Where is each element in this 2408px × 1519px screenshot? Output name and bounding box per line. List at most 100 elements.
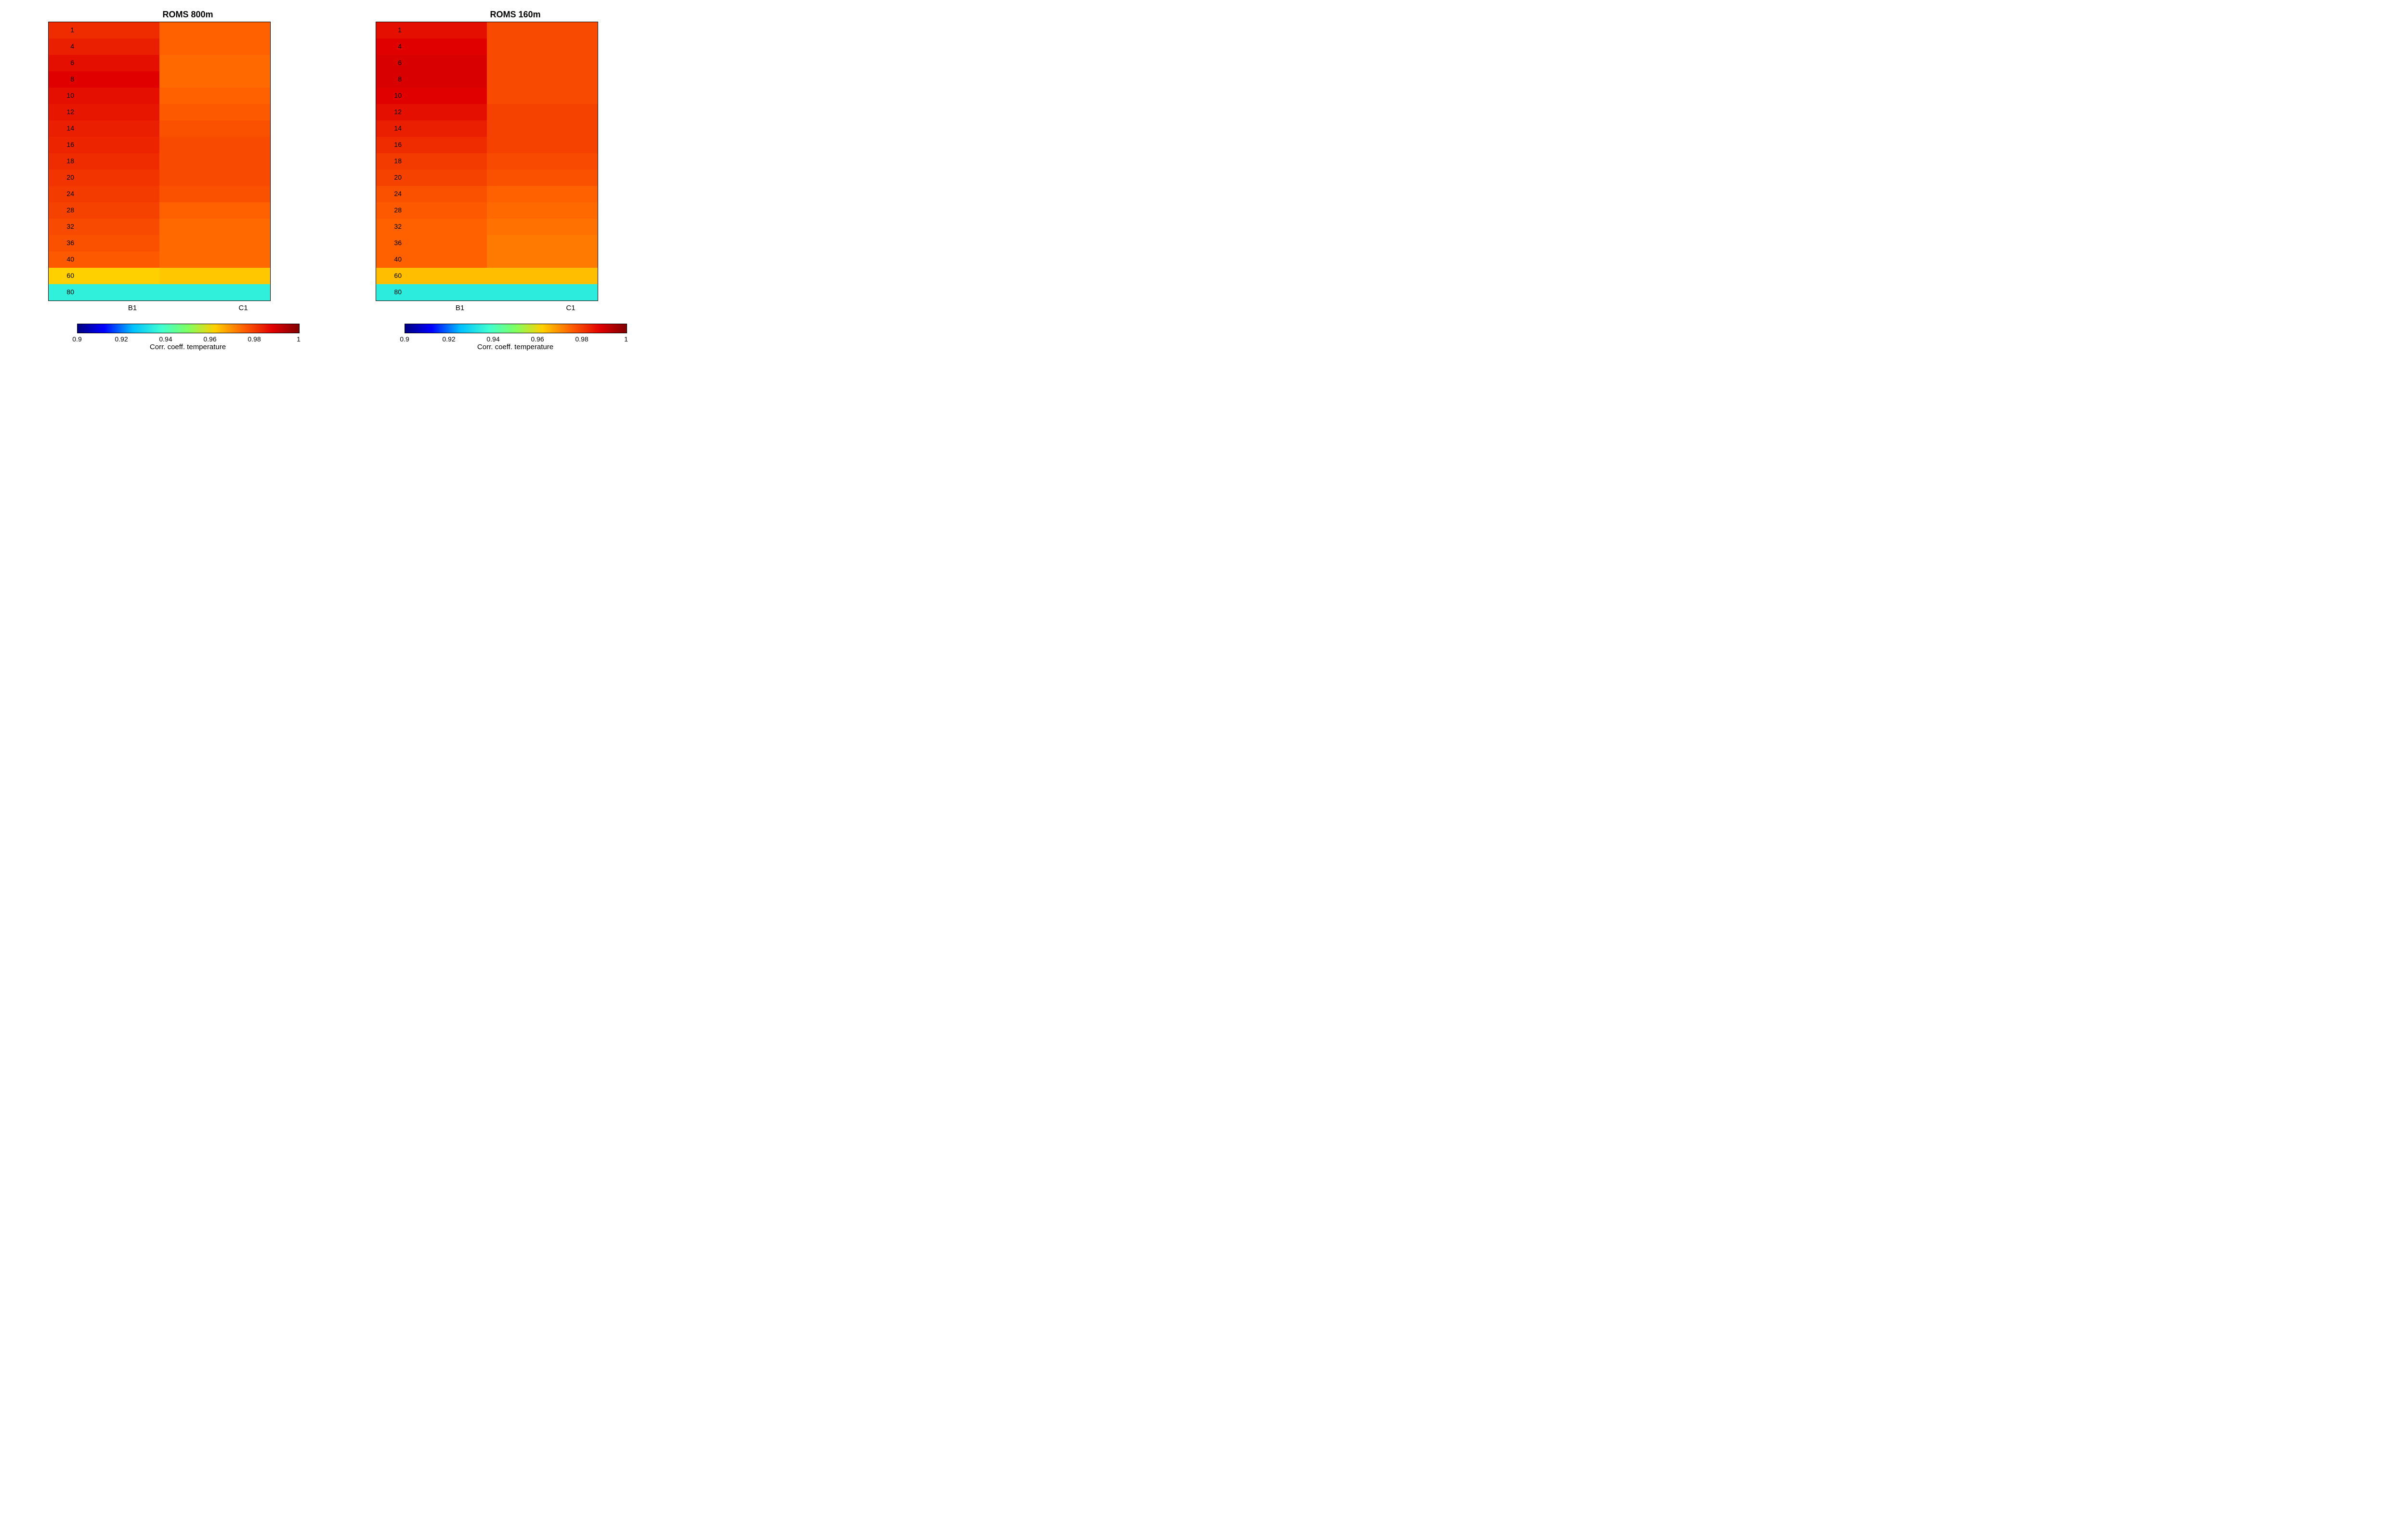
y-tick-label: 20 bbox=[385, 173, 402, 181]
y-tick-label: 36 bbox=[58, 239, 74, 247]
heatmap-row bbox=[49, 202, 270, 219]
colorbar-tick-label: 0.9 bbox=[72, 335, 81, 343]
heatmap-row bbox=[49, 251, 270, 268]
y-tick-label: 1 bbox=[385, 26, 402, 34]
y-tick-label: 10 bbox=[385, 92, 402, 99]
y-tick-label: 1 bbox=[58, 26, 74, 34]
y-tick-label: 80 bbox=[385, 288, 402, 296]
heatmap-row bbox=[376, 268, 598, 284]
y-tick-label: 4 bbox=[58, 42, 74, 50]
colorbar-tick-label: 0.96 bbox=[203, 335, 216, 343]
y-tick-label: 16 bbox=[58, 141, 74, 148]
y-tick-label: 14 bbox=[58, 124, 74, 132]
y-tick-label: 40 bbox=[385, 255, 402, 263]
heatmap-row bbox=[376, 55, 598, 71]
heatmap-cell bbox=[487, 71, 598, 88]
heatmap-row bbox=[376, 219, 598, 235]
heatmap-cell bbox=[487, 88, 598, 104]
heatmap-cell bbox=[159, 235, 270, 251]
heatmap-cell bbox=[487, 170, 598, 186]
heatmap-row bbox=[376, 153, 598, 170]
y-tick-label: 12 bbox=[385, 108, 402, 116]
heatmap-row bbox=[376, 186, 598, 202]
heatmap-cell bbox=[159, 88, 270, 104]
colorbar-tick-label: 0.9 bbox=[400, 335, 409, 343]
heatmap-cell bbox=[487, 186, 598, 202]
heatmap-row bbox=[49, 22, 270, 39]
heatmap-cell bbox=[159, 202, 270, 219]
heatmap-cell bbox=[487, 120, 598, 137]
heatmap-row bbox=[49, 153, 270, 170]
heatmap-cell bbox=[159, 104, 270, 120]
y-tick-label: 60 bbox=[385, 272, 402, 279]
heatmap-row bbox=[376, 170, 598, 186]
heatmap-row bbox=[376, 202, 598, 219]
heatmap-row bbox=[376, 22, 598, 39]
x-axis-ticks: B1C1 bbox=[77, 301, 299, 312]
heatmap-cell bbox=[487, 104, 598, 120]
heatmap-row bbox=[49, 120, 270, 137]
heatmap-cell bbox=[487, 22, 598, 39]
y-tick-label: 14 bbox=[385, 124, 402, 132]
heatmap-cell bbox=[159, 268, 270, 284]
colorbar: 0.90.920.940.960.981 Corr. coeff. temper… bbox=[77, 324, 299, 351]
heatmap-row bbox=[49, 268, 270, 284]
heatmap-cell bbox=[487, 235, 598, 251]
y-tick-label: 10 bbox=[58, 92, 74, 99]
y-tick-label: 60 bbox=[58, 272, 74, 279]
y-tick-label: 18 bbox=[385, 157, 402, 165]
colorbar: 0.90.920.940.960.981 Corr. coeff. temper… bbox=[405, 324, 626, 351]
heatmap-cell bbox=[487, 153, 598, 170]
colorbar-tick-label: 0.94 bbox=[486, 335, 499, 343]
y-tick-label: 18 bbox=[58, 157, 74, 165]
panel-title: ROMS 160m bbox=[405, 10, 626, 22]
heatmap-row bbox=[49, 170, 270, 186]
heatmap-row bbox=[376, 284, 598, 301]
panel-roms-800m: ROMS 800m 146810121416182024283236406080… bbox=[10, 10, 347, 351]
heatmap-row bbox=[49, 186, 270, 202]
x-tick-label: C1 bbox=[188, 304, 299, 312]
colorbar-tick-label: 0.98 bbox=[575, 335, 588, 343]
heatmap-row bbox=[49, 71, 270, 88]
heatmap-cell bbox=[159, 251, 270, 268]
heatmap-cell bbox=[159, 186, 270, 202]
x-tick-label: C1 bbox=[515, 304, 626, 312]
heatmap-cell bbox=[487, 137, 598, 153]
colorbar-tick-label: 0.98 bbox=[248, 335, 261, 343]
y-tick-label: 8 bbox=[385, 75, 402, 83]
heatmap-cell bbox=[487, 202, 598, 219]
y-tick-label: 4 bbox=[385, 42, 402, 50]
y-tick-label: 16 bbox=[385, 141, 402, 148]
heatmap-cell bbox=[159, 219, 270, 235]
heatmap-cell bbox=[159, 170, 270, 186]
panel-title: ROMS 800m bbox=[77, 10, 299, 22]
y-tick-label: 24 bbox=[58, 190, 74, 197]
heatmap-cell bbox=[487, 39, 598, 55]
heatmap-row bbox=[49, 137, 270, 153]
heatmap-cell bbox=[159, 137, 270, 153]
colorbar-label: Corr. coeff. temperature bbox=[77, 342, 299, 351]
figure: ROMS 800m 146810121416182024283236406080… bbox=[0, 0, 722, 380]
heatmap-cell bbox=[159, 55, 270, 71]
heatmap-row bbox=[49, 219, 270, 235]
x-tick-label: B1 bbox=[77, 304, 188, 312]
heatmap-row bbox=[376, 251, 598, 268]
colorbar-tick-label: 0.92 bbox=[442, 335, 455, 343]
heatmap-cell bbox=[159, 22, 270, 39]
heatmap-row bbox=[376, 39, 598, 55]
heatmap-cell bbox=[487, 251, 598, 268]
heatmap-row bbox=[376, 88, 598, 104]
y-tick-label: 8 bbox=[58, 75, 74, 83]
x-axis-ticks: B1C1 bbox=[405, 301, 626, 312]
y-tick-label: 36 bbox=[385, 239, 402, 247]
heatmap-row bbox=[376, 120, 598, 137]
heatmap bbox=[48, 22, 271, 301]
y-tick-label: 6 bbox=[385, 59, 402, 66]
heatmap bbox=[376, 22, 598, 301]
y-tick-label: 12 bbox=[58, 108, 74, 116]
heatmap-row bbox=[376, 71, 598, 88]
y-tick-label: 80 bbox=[58, 288, 74, 296]
y-tick-label: 28 bbox=[385, 206, 402, 214]
x-tick-label: B1 bbox=[405, 304, 515, 312]
y-tick-label: 6 bbox=[58, 59, 74, 66]
